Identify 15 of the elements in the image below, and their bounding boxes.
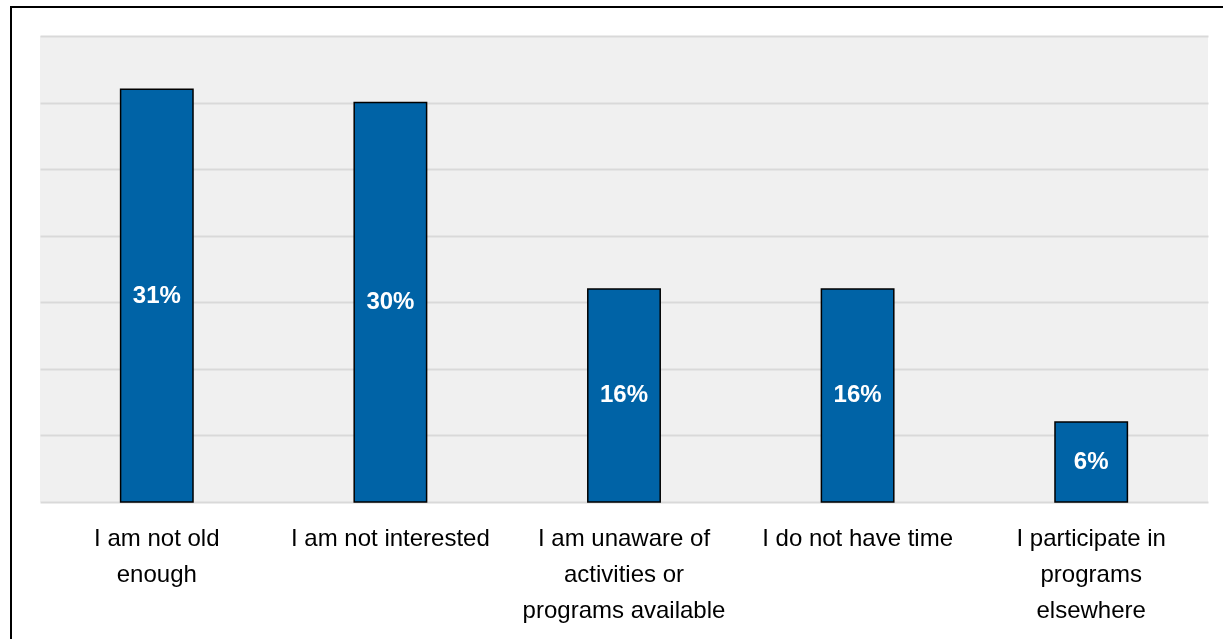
x-tick-label: I am not old enough [94,523,220,587]
data-label: 16% [599,380,649,408]
bar [353,101,428,503]
bar [119,88,194,503]
bar [587,288,661,503]
data-label: 6% [1073,447,1109,475]
x-tick-label: I participate in programs elsewhere [1016,523,1166,623]
data-label: 31% [132,280,181,308]
x-tick-label: I am unaware of activities or programs available [522,523,726,623]
bar [820,288,895,503]
x-tick-label: I am not interested [291,523,490,551]
bar [1054,421,1129,503]
data-label: 16% [833,380,882,408]
x-tick-label: I do not have time [762,523,953,551]
data-label: 30% [366,287,415,315]
